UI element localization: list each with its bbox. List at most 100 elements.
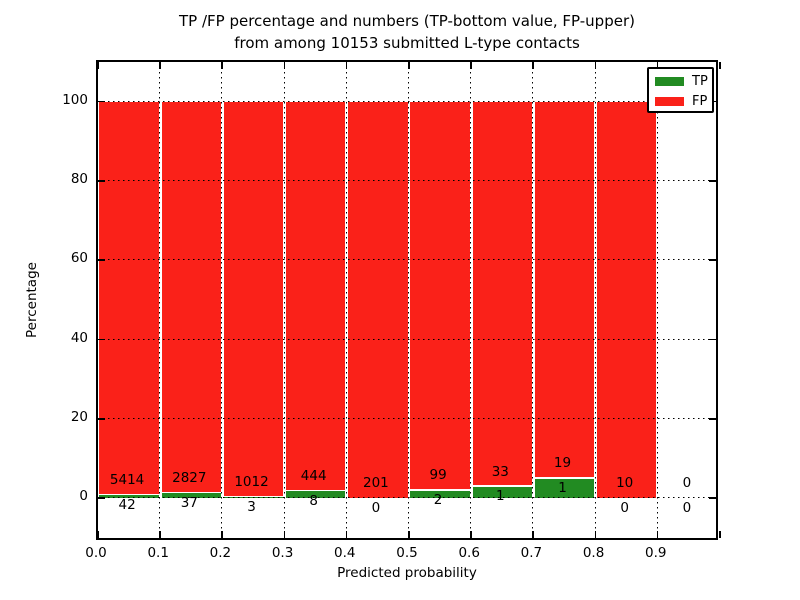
x-tick-label: 0.2 (209, 545, 232, 561)
fp-count-label: 444 (300, 468, 327, 485)
x-tick-top (345, 62, 348, 69)
x-tick-label: 0.1 (147, 545, 169, 561)
fp-count-label: 1012 (234, 474, 269, 491)
fp-count-label: 10 (616, 475, 634, 492)
fp-bar (285, 101, 346, 492)
tp-bar (410, 490, 470, 499)
y-tick (98, 100, 105, 103)
x-tick-top (159, 62, 161, 69)
tp-bar (99, 495, 159, 499)
y-tick-label: 80 (70, 171, 88, 187)
h-gridline (98, 100, 716, 103)
x-tick (470, 531, 472, 538)
x-tick-top (656, 62, 659, 69)
y-tick-right (709, 497, 716, 499)
tp-count-label: 0 (371, 499, 381, 516)
v-gridline (470, 62, 473, 538)
fp-count-label: 19 (553, 455, 572, 472)
bar-edge (472, 485, 533, 487)
y-tick-label: 0 (79, 488, 88, 505)
tp-count-label: 2 (433, 492, 443, 508)
fp-bar (472, 101, 533, 487)
h-gridline (98, 338, 716, 341)
y-axis-label: Percentage (24, 262, 40, 338)
x-tick-top (594, 62, 597, 69)
x-tick-label: 0.5 (396, 545, 418, 561)
x-tick (345, 531, 348, 538)
v-gridline (221, 62, 224, 538)
fp-count-label: 33 (491, 463, 509, 480)
x-tick-label: 0.9 (645, 545, 667, 561)
x-tick (719, 531, 721, 538)
fp-bar (99, 101, 159, 496)
fp-count-label: 99 (429, 467, 447, 484)
x-tick-top (408, 62, 410, 69)
tp-count-label: 1 (558, 480, 567, 497)
y-tick-label: 40 (70, 329, 88, 346)
tp-count-label: 1 (496, 488, 505, 505)
y-tick (98, 418, 105, 420)
fp-bar (410, 101, 470, 491)
fp-bar (161, 101, 222, 494)
y-tick (98, 259, 105, 261)
tp-count-label: 37 (180, 494, 198, 511)
x-tick (159, 531, 161, 538)
h-gridline (98, 418, 716, 421)
bar-edge (285, 489, 346, 492)
fp-count-label: 0 (682, 475, 692, 492)
x-tick (532, 531, 534, 538)
y-tick-label: 60 (70, 250, 88, 267)
tp-count-label: 0 (682, 499, 692, 516)
x-axis-label: Predicted probability (337, 565, 477, 581)
v-gridline (532, 62, 535, 538)
v-gridline (159, 62, 162, 538)
x-tick (221, 531, 223, 538)
fp-bar (534, 101, 595, 479)
x-tick-label: 0.6 (458, 545, 480, 561)
y-tick-right (709, 338, 716, 341)
plot-area (96, 60, 721, 540)
y-tick (98, 180, 105, 182)
bar-edge (410, 489, 470, 491)
fp-count-label: 5414 (109, 472, 145, 489)
fp-bar (596, 101, 657, 499)
bar-edge (223, 495, 284, 498)
bar-edge (534, 477, 595, 479)
h-gridline (98, 180, 716, 182)
y-tick (98, 497, 105, 499)
fp-count-label: 201 (363, 475, 389, 492)
x-tick-top (221, 62, 223, 69)
x-tick-top (719, 62, 721, 69)
fp-legend-swatch (655, 97, 684, 106)
y-tick (98, 338, 105, 341)
y-tick-label: 20 (70, 409, 88, 426)
x-tick-top (283, 62, 286, 69)
tp-legend-label: TP (692, 74, 708, 89)
tp-legend-swatch (655, 77, 684, 86)
v-gridline (594, 62, 597, 538)
x-tick (656, 531, 659, 538)
v-gridline (345, 62, 348, 538)
tp-count-label: 0 (620, 499, 629, 516)
fp-legend-label: FP (692, 94, 708, 109)
v-gridline (656, 62, 659, 538)
bar-edge (99, 493, 159, 496)
y-tick-right (709, 418, 716, 420)
x-tick-top (532, 62, 534, 69)
v-gridline (283, 62, 286, 538)
tp-bar (534, 478, 595, 499)
x-tick-label: 0.4 (334, 545, 356, 561)
y-tick-right (709, 259, 716, 261)
x-tick (97, 531, 99, 538)
tp-count-label: 8 (309, 492, 318, 509)
fp-bar (348, 101, 408, 499)
fp-bar (223, 101, 284, 498)
x-tick-label: 0.8 (582, 545, 605, 561)
fp-count-label: 2827 (172, 470, 207, 487)
x-tick (408, 531, 410, 538)
x-tick-top (470, 62, 472, 69)
chart-title-line1: TP /FP percentage and numbers (TP-bottom… (179, 12, 635, 30)
v-gridline (408, 62, 410, 538)
h-gridline (98, 259, 716, 262)
